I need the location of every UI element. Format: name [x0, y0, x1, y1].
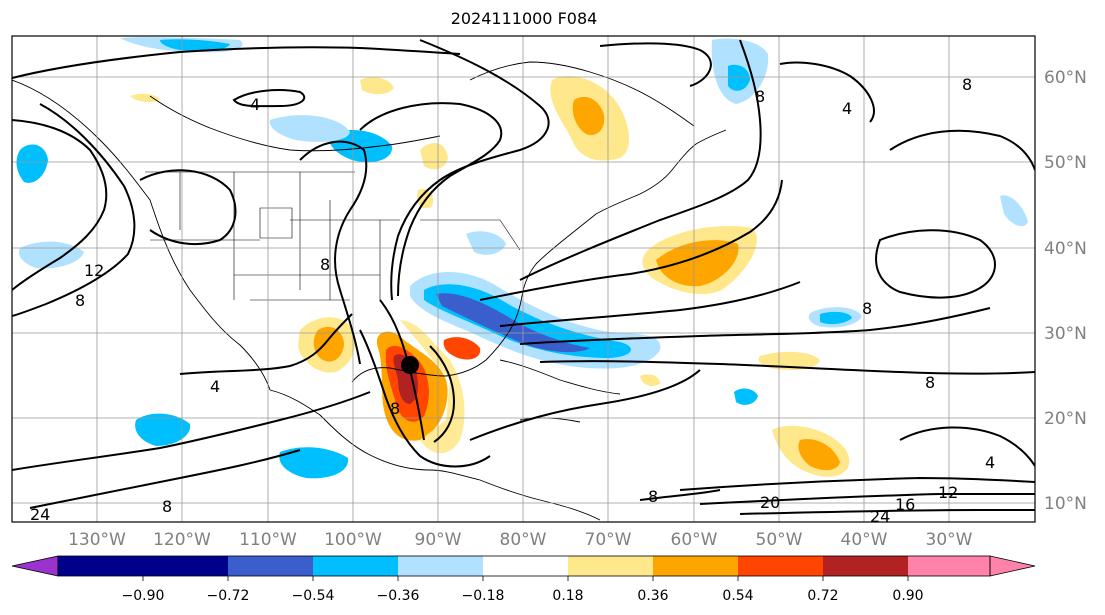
storm-center-marker	[401, 356, 419, 374]
shade-negative-top-blue	[160, 39, 230, 52]
shade-negative-southeast-royal	[436, 293, 590, 353]
colorbar-tick-label: −0.36	[377, 588, 420, 604]
contour-label: 20	[760, 493, 780, 512]
contour-label: 8	[755, 87, 765, 106]
lon-label: 50°W	[756, 530, 803, 550]
shade-positive-mexico-orange	[313, 326, 344, 362]
colorbar-tick-label: 0.36	[637, 588, 668, 604]
lon-label: 70°W	[585, 530, 632, 550]
contour-label: 8	[925, 373, 935, 392]
shade-negative-bermuda	[734, 388, 758, 405]
lat-label: 40°N	[1044, 239, 1087, 259]
lat-label: 60°N	[1044, 68, 1087, 88]
lon-label: 30°W	[926, 530, 973, 550]
colorbar-tick-label: −0.90	[122, 588, 165, 604]
shade-positive-labrador-orange	[572, 96, 605, 136]
shade-positive-florida	[443, 337, 481, 360]
lon-label: 120°W	[153, 530, 211, 550]
lat-label: 20°N	[1044, 409, 1087, 429]
colorbar-tick-label: −0.72	[207, 588, 250, 604]
colorbar-segment	[313, 556, 398, 576]
contour-label: 24	[30, 505, 50, 524]
contour-label: 12	[84, 261, 104, 280]
lon-label: 40°W	[841, 530, 888, 550]
colorbar-segment	[398, 556, 483, 576]
colorbar-tick-label: 0.90	[892, 588, 923, 604]
lon-label: 80°W	[500, 530, 547, 550]
contour-label: 8	[962, 75, 972, 94]
map-field	[12, 36, 1035, 522]
latitude-labels: 60°N 50°N 40°N 30°N 20°N 10°N	[1044, 68, 1087, 514]
colorbar-ticks	[142, 576, 909, 581]
colorbar-tick-label: 0.18	[552, 588, 583, 604]
lon-label: 90°W	[415, 530, 462, 550]
contour-label: 8	[162, 497, 172, 516]
contour-label: 12	[938, 483, 958, 502]
colorbar: −0.90 −0.72 −0.54 −0.36 −0.18 0.18 0.36 …	[11, 555, 1036, 604]
lon-label: 60°W	[671, 530, 718, 550]
shade-positive-pacific	[130, 93, 160, 103]
shade-positive-atlantic-b-orange	[798, 439, 840, 471]
contour-labels: 4 8 12 8 4 8 8 8 4 8 8 20 12 16 24 8 24 …	[30, 75, 995, 526]
colorbar-outline	[57, 555, 991, 577]
colorbar-segment	[228, 556, 313, 576]
contour-label: 8	[648, 487, 658, 506]
shade-negative-pacific-sw	[135, 413, 191, 446]
shade-positive-caribbean	[640, 374, 660, 386]
colorbar-segment	[143, 556, 228, 576]
colorbar-tick-label: −0.54	[292, 588, 335, 604]
contour-label: 8	[390, 399, 400, 418]
contour-label: 4	[250, 95, 260, 114]
lat-label: 50°N	[1044, 153, 1087, 173]
shade-negative-ne-canada	[269, 115, 350, 142]
colorbar-segment	[483, 556, 568, 576]
shade-positive-atlantic-a-orange	[656, 240, 739, 287]
colorbar-segment	[823, 556, 908, 576]
shade-positive-greatlakes	[420, 143, 448, 170]
colorbar-segment	[653, 556, 738, 576]
contour-label: 8	[862, 299, 872, 318]
map-frame	[11, 35, 1036, 523]
colorbar-tick-label: 0.72	[807, 588, 838, 604]
shade-positive-hudson	[360, 77, 394, 95]
contour-label: 24	[870, 507, 890, 526]
shade-positive-gulf-yellow	[400, 320, 465, 454]
contour-label: 16	[895, 495, 915, 514]
lat-label: 10°N	[1044, 494, 1087, 514]
lon-label: 100°W	[324, 530, 382, 550]
colorbar-low-extend	[11, 555, 59, 577]
colorbar-segment	[58, 556, 143, 576]
contour-lines	[12, 39, 1035, 515]
colorbar-segment	[568, 556, 653, 576]
contour-label: 4	[842, 99, 852, 118]
contour-label: 8	[320, 255, 330, 274]
longitude-labels: 130°W 120°W 110°W 100°W 90°W 80°W 70°W 6…	[68, 530, 973, 550]
shade-negative-atlantic-blue	[820, 311, 852, 325]
lon-label: 110°W	[239, 530, 297, 550]
lon-label: 130°W	[68, 530, 126, 550]
shade-negative-east-atl	[1000, 195, 1028, 227]
colorbar-high-extend	[989, 555, 1036, 577]
shade-negative-mexico-w	[279, 447, 349, 479]
map-title: 2024111000 F084	[450, 9, 598, 28]
shade-negative-pacific-nw	[16, 144, 48, 183]
gridlines	[12, 36, 1035, 522]
colorbar-tick-label: −0.18	[462, 588, 505, 604]
lat-label: 30°N	[1044, 324, 1087, 344]
contour-label: 4	[210, 377, 220, 396]
colorbar-segment	[738, 556, 823, 576]
shade-negative-greenland-blue	[728, 64, 750, 91]
contour-label: 4	[985, 453, 995, 472]
colorbar-tick-label: 0.54	[722, 588, 753, 604]
shade-negative-hudson	[329, 130, 393, 163]
shade-negative-midatl	[466, 231, 506, 255]
contour-label: 8	[75, 291, 85, 310]
colorbar-segment	[908, 556, 990, 576]
